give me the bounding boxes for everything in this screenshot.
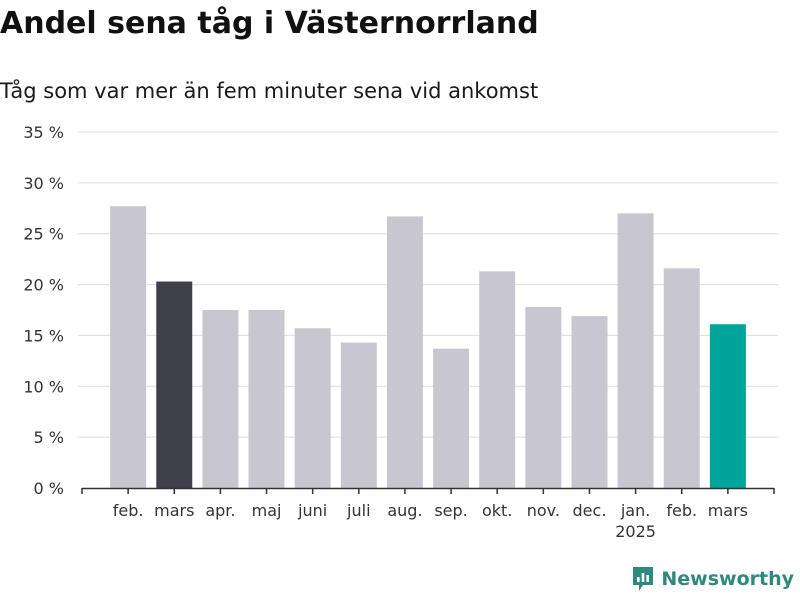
y-tick-label: 15 %: [23, 326, 64, 345]
x-tick-label: juni: [297, 501, 327, 520]
bar: [663, 268, 700, 488]
y-tick-label: 5 %: [34, 428, 64, 447]
bar: [294, 328, 331, 488]
y-tick-label: 0 %: [34, 479, 64, 498]
newsworthy-logo-text: Newsworthy: [661, 568, 794, 590]
y-tick-label: 10 %: [23, 377, 64, 396]
bar: [386, 216, 423, 488]
bar: [433, 348, 470, 488]
x-tick-label: nov.: [527, 501, 560, 520]
y-tick-label: 30 %: [23, 174, 64, 193]
bar: [340, 342, 377, 488]
bar: [709, 324, 746, 488]
bar: [110, 206, 147, 488]
x-tick-label: sep.: [434, 501, 467, 520]
chart-title: Andel sena tåg i Västernorrland: [0, 6, 539, 41]
y-tick-label: 20 %: [23, 276, 64, 295]
bar: [525, 306, 562, 488]
x-tick-label: juli: [346, 501, 370, 520]
newsworthy-logo: Newsworthy: [631, 566, 794, 592]
bar: [156, 281, 193, 488]
x-tick-label: maj: [252, 501, 282, 520]
x-tick-label: okt.: [482, 501, 512, 520]
bar: [202, 310, 239, 488]
y-tick-label: 35 %: [23, 123, 64, 142]
x-tick-label: mars: [154, 501, 194, 520]
x-tick-label: feb.: [666, 501, 697, 520]
bar: [571, 316, 608, 488]
x-tick-label: mars: [708, 501, 748, 520]
bar: [617, 213, 654, 488]
x-tick-label: feb.: [113, 501, 144, 520]
x-tick-label: dec.: [573, 501, 607, 520]
bar: [248, 310, 285, 488]
x-year-label: 2025: [615, 522, 656, 541]
x-tick-label: aug.: [387, 501, 422, 520]
chart-subtitle: Tåg som var mer än fem minuter sena vid …: [0, 79, 539, 103]
bar: [479, 271, 516, 488]
y-tick-label: 25 %: [23, 225, 64, 244]
x-tick-label: apr.: [205, 501, 235, 520]
newsworthy-logo-icon: [633, 567, 654, 591]
x-tick-label: jan.: [620, 501, 650, 520]
